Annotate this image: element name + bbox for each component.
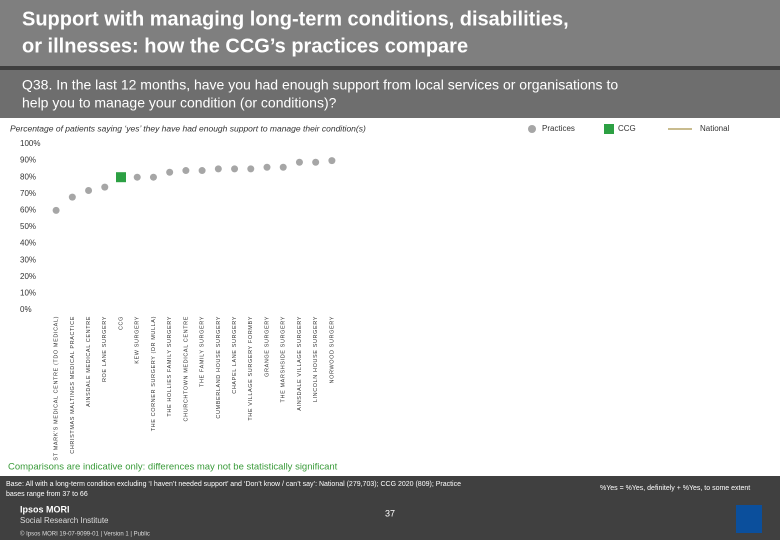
logo: Ipsos MORI bbox=[20, 504, 70, 514]
y-tick-label: 40% bbox=[20, 239, 36, 248]
y-tick-label: 10% bbox=[20, 289, 36, 298]
practice-dot bbox=[198, 167, 206, 175]
y-tick-label: 80% bbox=[20, 172, 36, 181]
practice-dot bbox=[247, 165, 255, 173]
x-tick-label: THE HOLLIES FAMILY SURGERY bbox=[167, 316, 173, 417]
title: Support with managing long-term conditio… bbox=[22, 8, 569, 30]
footer-bar bbox=[0, 476, 780, 540]
x-tick-label: GRANGE SURGERY bbox=[264, 316, 270, 377]
practice-dot bbox=[231, 165, 239, 173]
base: bases range from 37 to 66 bbox=[6, 491, 88, 498]
title: or illnesses: how the CCG’s practices co… bbox=[22, 35, 468, 57]
y-tick-label: 20% bbox=[20, 272, 36, 281]
y-tick-label: 100% bbox=[20, 139, 40, 148]
practice-dot bbox=[85, 186, 93, 194]
practice-dot bbox=[295, 158, 303, 166]
question: Q38. In the last 12 months, have you had… bbox=[22, 77, 618, 93]
x-tick-label: NORWOOD SURGERY bbox=[329, 316, 335, 383]
practice-dot bbox=[214, 165, 222, 173]
title-bar bbox=[0, 0, 780, 66]
x-tick-label: CHURCHTOWN MEDICAL CENTRE bbox=[183, 316, 189, 421]
y-tick-label: 90% bbox=[20, 156, 36, 165]
question-bar bbox=[0, 70, 780, 118]
y-tick-label: 60% bbox=[20, 206, 36, 215]
footer: © Ipsos MORI 19-07-9099-01 | Version 1 |… bbox=[20, 531, 150, 538]
legend-label: CCG bbox=[618, 124, 636, 133]
practice-dot bbox=[68, 193, 76, 201]
x-tick-label: THE FAMILY SURGERY bbox=[200, 316, 206, 387]
note: Comparisons are indicative only: differe… bbox=[8, 462, 338, 473]
question: help you to manage your condition (or co… bbox=[22, 95, 337, 111]
practice-dot bbox=[182, 167, 190, 175]
x-tick-label: THE CORNER SURGERY (DR MULLA) bbox=[151, 316, 157, 431]
chart-subtitle: Percentage of patients saying ‘yes’ they… bbox=[10, 123, 366, 133]
x-tick-label: AINSDALE MEDICAL CENTRE bbox=[86, 316, 92, 407]
x-tick-label: ROE LANE SURGERY bbox=[102, 316, 108, 382]
practice-dot bbox=[52, 206, 60, 214]
x-tick-label: THE MARSHSIDE SURGERY bbox=[281, 316, 287, 402]
y-tick-label: 70% bbox=[20, 189, 36, 198]
x-tick-label: CHRISTMAS MALTINGS MEDICAL PRACTICE bbox=[70, 316, 76, 454]
practice-dot bbox=[279, 163, 287, 171]
practice-dot bbox=[328, 157, 336, 165]
legend-swatch bbox=[604, 124, 614, 134]
legend-label: Practices bbox=[542, 124, 575, 133]
x-tick-label: CHAPEL LANE SURGERY bbox=[232, 316, 238, 394]
legend-swatch bbox=[528, 125, 536, 133]
practice-dot bbox=[101, 183, 109, 191]
practice-dot bbox=[149, 173, 157, 181]
page-number: 37 bbox=[385, 508, 395, 518]
definition: %Yes = %Yes, definitely + %Yes, to some … bbox=[600, 485, 750, 492]
practice-dot bbox=[263, 163, 271, 171]
y-tick-label: 30% bbox=[20, 255, 36, 264]
legend-label: National bbox=[700, 124, 730, 133]
practice-dot bbox=[312, 158, 320, 166]
y-tick-label: 0% bbox=[20, 305, 32, 314]
x-tick-label: LINCOLN HOUSE SURGERY bbox=[313, 316, 319, 402]
logo: Social Research Institute bbox=[20, 516, 109, 525]
y-tick-label: 50% bbox=[20, 222, 36, 231]
x-tick-label: CCG bbox=[118, 316, 124, 330]
x-tick-label: ST MARK'S MEDICAL CENTRE (TDO MEDICAL) bbox=[54, 316, 60, 461]
practice-dot bbox=[133, 173, 141, 181]
practice-dot bbox=[166, 168, 174, 176]
x-tick-label: KEW SURGERY bbox=[135, 316, 141, 364]
x-tick-label: THE VILLAGE SURGERY FORMBY bbox=[248, 316, 254, 421]
x-tick-label: CUMBERLAND HOUSE SURGERY bbox=[216, 316, 222, 419]
base: Base: All with a long-term condition exc… bbox=[6, 481, 461, 488]
divider bbox=[0, 66, 780, 70]
ccg-marker bbox=[116, 172, 126, 183]
logo-mark bbox=[736, 505, 762, 533]
x-tick-label: AINSDALE VILLAGE SURGERY bbox=[297, 316, 303, 411]
